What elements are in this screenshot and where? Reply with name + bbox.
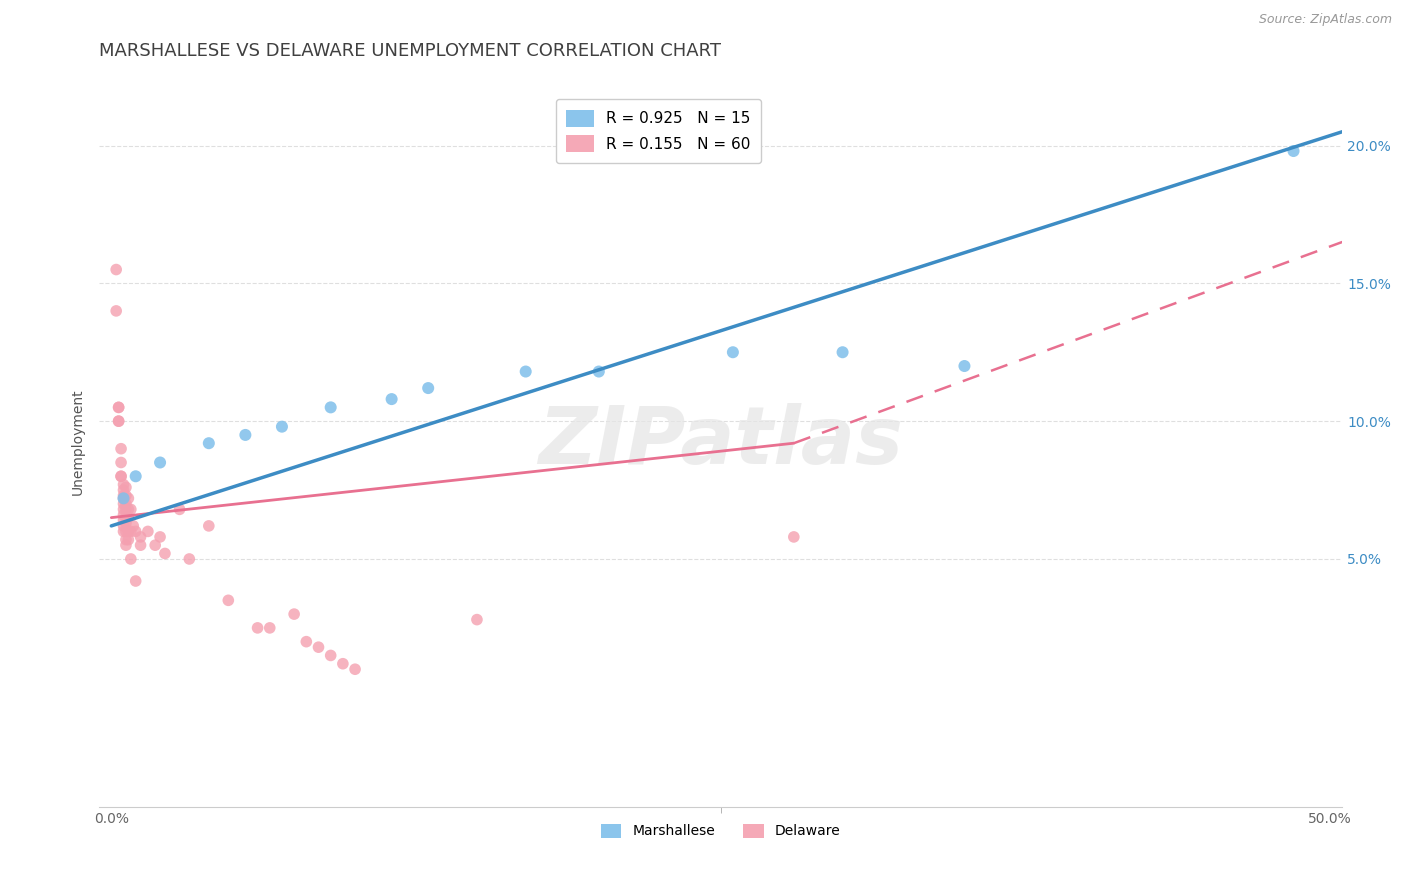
Point: [117, 502, 139, 516]
Point: [120, 502, 142, 516]
Point: [107, 414, 129, 428]
Point: [112, 508, 135, 522]
Point: [418, 381, 440, 395]
Point: [179, 552, 201, 566]
Point: [105, 304, 128, 318]
Point: [169, 502, 191, 516]
Point: [112, 513, 135, 527]
Point: [515, 365, 537, 379]
Point: [953, 359, 976, 373]
Point: [115, 533, 138, 547]
Point: [295, 634, 318, 648]
Point: [136, 524, 159, 539]
Point: [120, 524, 142, 539]
Point: [831, 345, 853, 359]
Point: [125, 524, 148, 539]
Point: [198, 436, 221, 450]
Point: [112, 491, 135, 506]
Point: [112, 491, 135, 506]
Point: [110, 469, 132, 483]
Point: [122, 519, 145, 533]
Point: [117, 524, 139, 539]
Point: [107, 401, 129, 415]
Point: [110, 442, 132, 456]
Point: [115, 516, 138, 530]
Point: [112, 497, 135, 511]
Text: MARSHALLESE VS DELAWARE UNEMPLOYMENT CORRELATION CHART: MARSHALLESE VS DELAWARE UNEMPLOYMENT COR…: [100, 42, 721, 60]
Point: [381, 392, 404, 406]
Point: [129, 538, 152, 552]
Point: [235, 428, 257, 442]
Point: [112, 502, 135, 516]
Point: [149, 455, 172, 469]
Point: [115, 489, 138, 503]
Point: [308, 640, 330, 655]
Point: [110, 469, 132, 483]
Point: [153, 546, 176, 560]
Point: [115, 510, 138, 524]
Point: [117, 491, 139, 506]
Point: [125, 469, 148, 483]
Point: [112, 519, 135, 533]
Point: [110, 455, 132, 469]
Point: [283, 607, 305, 621]
Point: [344, 662, 367, 676]
Point: [115, 538, 138, 552]
Point: [198, 519, 221, 533]
Point: [112, 524, 135, 539]
Point: [112, 477, 135, 491]
Point: [319, 401, 342, 415]
Point: [107, 401, 129, 415]
Point: [588, 365, 610, 379]
Point: [107, 414, 129, 428]
Point: [465, 613, 488, 627]
Point: [143, 538, 166, 552]
Point: [112, 483, 135, 497]
Point: [117, 533, 139, 547]
Point: [120, 552, 142, 566]
Point: [721, 345, 744, 359]
Text: ZIPatlas: ZIPatlas: [538, 403, 903, 481]
Point: [1282, 144, 1305, 158]
Point: [112, 489, 135, 503]
Point: [105, 262, 128, 277]
Point: [129, 530, 152, 544]
Point: [319, 648, 342, 663]
Point: [332, 657, 354, 671]
Point: [246, 621, 269, 635]
Point: [149, 530, 172, 544]
Point: [259, 621, 281, 635]
Point: [115, 497, 138, 511]
Point: [117, 510, 139, 524]
Point: [115, 502, 138, 516]
Legend: Marshallese, Delaware: Marshallese, Delaware: [595, 818, 846, 844]
Text: Source: ZipAtlas.com: Source: ZipAtlas.com: [1258, 13, 1392, 27]
Y-axis label: Unemployment: Unemployment: [72, 389, 86, 495]
Point: [125, 574, 148, 588]
Point: [783, 530, 806, 544]
Point: [115, 524, 138, 539]
Point: [217, 593, 239, 607]
Point: [115, 480, 138, 494]
Point: [271, 419, 294, 434]
